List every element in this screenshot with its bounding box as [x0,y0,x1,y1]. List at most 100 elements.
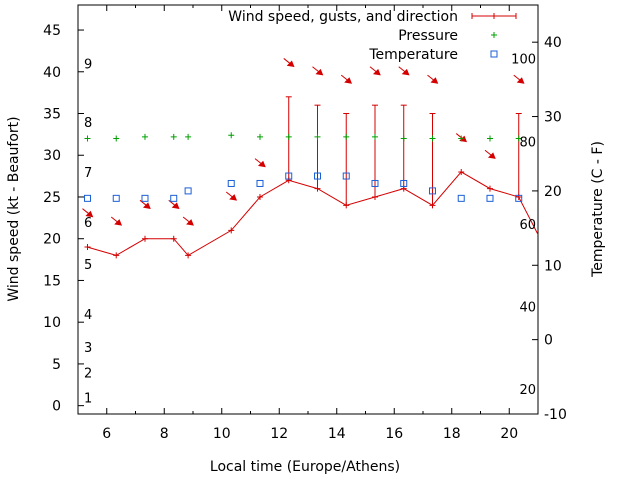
temperature-point [285,172,293,180]
wind-speed-point [113,252,120,259]
pressure-point [170,133,177,140]
pressure-point [185,133,192,140]
temperature-point [141,194,149,202]
temperature-point [371,179,379,187]
y-tick-label: 30 [43,148,61,164]
y2-tick-label: 30 [544,110,562,126]
pressure-point [458,135,465,142]
wind-speed-point [84,244,91,251]
y-tick-label: 15 [43,273,61,289]
pressure-point [343,133,350,140]
beaufort-label: 1 [84,391,92,406]
y-tick-label: 40 [43,65,61,81]
y-tick-label: 25 [43,190,61,206]
direction-arrow-head [315,68,324,76]
wind-speed-point [429,202,436,209]
temperature-point [256,179,264,187]
pressure-point [141,133,148,140]
pressure-point [486,135,493,142]
fahrenheit-label: 100 [511,53,536,68]
wind-speed-line [87,171,539,257]
pressure-point [285,133,292,140]
beaufort-label: 3 [84,341,92,356]
temperature-point [184,187,192,195]
pressure-point [228,132,235,139]
beaufort-label: 7 [84,166,92,181]
y-tick-label: 35 [43,107,61,123]
pressure-point [84,135,91,142]
beaufort-label: 6 [84,216,92,231]
temperature-point [112,194,120,202]
direction-arrow-head [142,202,151,209]
x-tick-label: 14 [328,426,346,442]
temperature-point [457,194,465,202]
wind-speed-point [314,185,321,192]
direction-arrow-head [487,152,496,159]
direction-arrow-head [286,60,295,68]
beaufort-label: 2 [84,366,92,381]
temperature-point [486,194,494,202]
wind-speed-point [256,193,263,200]
pressure-point [429,135,436,142]
y2-tick-label: 20 [544,184,562,200]
y2-tick-label: -10 [544,407,567,423]
direction-arrow-head [344,77,353,84]
y2-tick-label: 10 [544,258,562,274]
x-tick-label: 18 [443,426,461,442]
pressure-point [256,133,263,140]
temperature-point [342,172,350,180]
fahrenheit-label: 60 [519,218,536,233]
x-tick-label: 6 [102,426,111,442]
temperature-point [313,172,321,180]
legend-temperature-label: Temperature [368,47,458,63]
wind-speed-point [170,235,177,242]
x-tick-label: 8 [160,426,169,442]
wind-speed-point [343,202,350,209]
y-tick-label: 20 [43,232,61,248]
pressure-point [400,135,407,142]
direction-arrow-head [186,219,194,226]
beaufort-label: 8 [84,116,92,131]
wind-speed-point [141,235,148,242]
y2-tick-label: 0 [544,333,553,349]
beaufort-label: 9 [84,57,92,72]
fahrenheit-label: 40 [519,301,536,316]
pressure-point [515,135,522,142]
legend-wind-marker [491,13,497,19]
direction-arrow-head [229,194,238,201]
legend-temperature-marker [490,50,498,58]
temperature-point [428,187,436,195]
temperature-point [227,179,235,187]
wind-speed-point [458,168,465,175]
pressure-point [113,135,120,142]
wind-speed-point [486,185,493,192]
wind-speed-point [185,252,192,259]
temperature-point [515,194,523,202]
x-tick-label: 16 [385,426,403,442]
legend-wind-label: Wind speed, gusts, and direction [228,9,458,25]
wind-speed-point [228,227,235,234]
y-tick-label: 10 [43,315,61,331]
wind-speed-point [371,193,378,200]
y2-tick-label: 40 [544,35,562,51]
x-axis-title: Local time (Europe/Athens) [210,459,400,475]
direction-arrow-head [85,210,94,218]
y-axis-title: Wind speed (kt - Beaufort) [6,116,22,301]
x-tick-label: 20 [500,426,518,442]
wind-speed-point [285,177,292,184]
legend-pressure-marker [491,32,497,38]
temperature-point [83,194,91,202]
y-tick-label: 45 [43,23,61,39]
temperature-point [400,179,408,187]
y-tick-label: 0 [52,399,61,415]
legend-pressure-label: Pressure [398,28,458,44]
beaufort-label: 5 [84,258,92,273]
x-tick-label: 10 [213,426,231,442]
pressure-point [314,133,321,140]
fahrenheit-label: 80 [519,135,536,150]
direction-arrow-head [257,160,266,168]
direction-arrow-head [516,77,525,84]
y2-axis-title: Temperature (C - F) [590,141,606,278]
y-tick-label: 5 [52,357,61,373]
